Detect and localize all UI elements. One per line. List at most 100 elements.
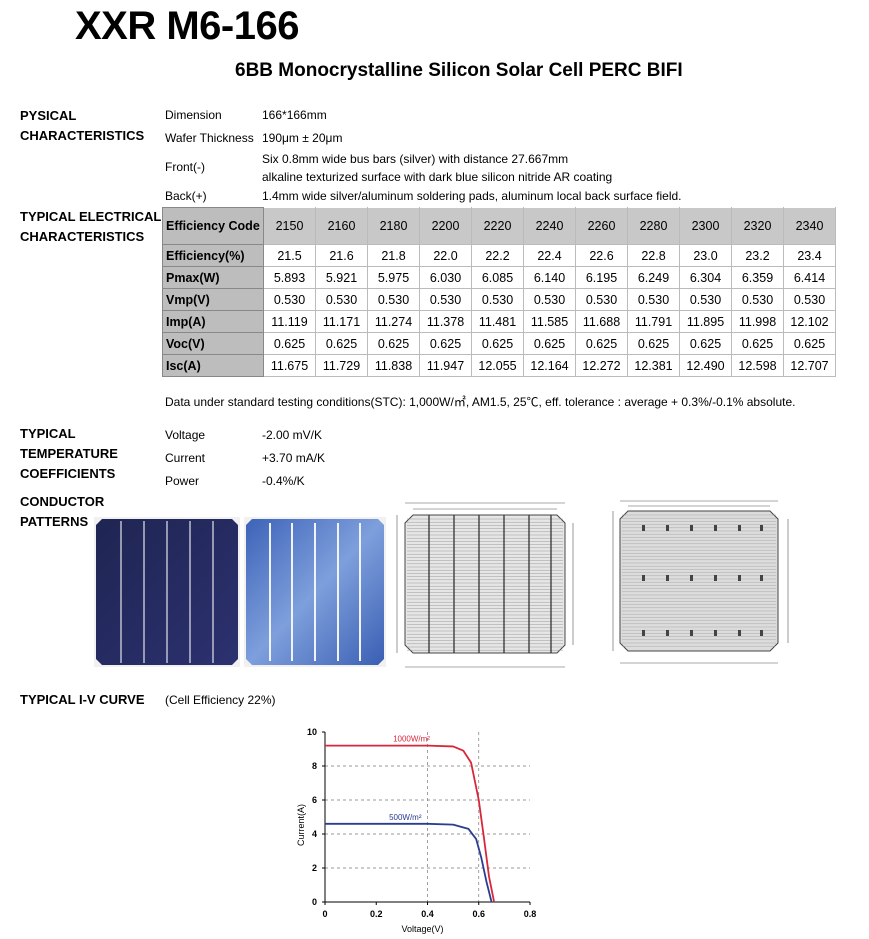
temp-value-voltage: -2.00 mV/K	[262, 428, 323, 442]
table-cell: 12.381	[627, 354, 680, 377]
efficiency-code-cell: 2220	[471, 207, 524, 245]
physical-label-dimension: Dimension	[165, 108, 222, 122]
physical-label-front: Front(-)	[165, 160, 205, 174]
front-pattern-drawing	[393, 495, 581, 675]
temp-label-current: Current	[165, 451, 206, 465]
table-cell: 11.585	[523, 310, 576, 333]
x-tick-label: 0.2	[370, 909, 383, 919]
temperature-section-label: TYPICAL TEMPERATURE COEFFICIENTS	[20, 424, 118, 484]
table-cell: 22.0	[419, 244, 472, 267]
table-cell: 11.481	[471, 310, 524, 333]
table-row-label: Isc(A)	[162, 354, 264, 377]
efficiency-code-cell: 2150	[263, 207, 316, 245]
table-cell: 0.625	[523, 332, 576, 355]
table-cell: 22.2	[471, 244, 524, 267]
physical-label-thickness: Wafer Thickness	[165, 131, 254, 145]
table-cell: 22.6	[575, 244, 628, 267]
y-tick-label: 2	[312, 863, 317, 873]
temp-value-power: -0.4%/K	[262, 474, 305, 488]
table-row-label: Voc(V)	[162, 332, 264, 355]
table-cell: 11.274	[367, 310, 420, 333]
table-cell: 12.055	[471, 354, 524, 377]
table-cell: 11.895	[679, 310, 732, 333]
table-cell: 0.625	[315, 332, 368, 355]
table-cell: 0.625	[419, 332, 472, 355]
stc-note: Data under standard testing conditions(S…	[165, 395, 796, 409]
table-cell: 12.490	[679, 354, 732, 377]
table-row: Isc(A) 11.675 11.729 11.838 11.947 12.055 12.1…	[162, 354, 836, 377]
efficiency-code-cell: 2240	[523, 207, 576, 245]
efficiency-code-cell: 2180	[367, 207, 420, 245]
table-row-label: Efficiency(%)	[162, 244, 264, 267]
table-cell: 0.530	[731, 288, 784, 311]
electrical-section-label: TYPICAL ELECTRICAL CHARACTERISTICS	[20, 207, 161, 247]
table-row: Efficiency(%) 21.5 21.6 21.8 22.0 22.2 22.4 22.…	[162, 244, 836, 267]
efficiency-code-cell: 2340	[783, 207, 836, 245]
iv-series-line	[325, 744, 496, 903]
iv-series-line	[325, 822, 493, 903]
back-cell-photo	[244, 517, 386, 667]
x-tick-label: 0.4	[421, 909, 434, 919]
table-cell: 12.598	[731, 354, 784, 377]
table-row: Imp(A) 11.119 11.171 11.274 11.378 11.481 11.5…	[162, 310, 836, 333]
table-cell: 5.893	[263, 266, 316, 289]
table-row-label: Imp(A)	[162, 310, 264, 333]
table-cell: 0.530	[263, 288, 316, 311]
table-cell: 6.195	[575, 266, 628, 289]
efficiency-code-cell: 2200	[419, 207, 472, 245]
table-cell: 0.625	[263, 332, 316, 355]
physical-value-front: Six 0.8mm wide bus bars (silver) with di…	[262, 152, 569, 166]
table-cell: 22.4	[523, 244, 576, 267]
table-cell: 23.0	[679, 244, 732, 267]
y-tick-label: 4	[312, 829, 317, 839]
table-cell: 0.625	[367, 332, 420, 355]
table-cell: 0.530	[419, 288, 472, 311]
temp-label-power: Power	[165, 474, 200, 488]
table-cell: 0.530	[627, 288, 680, 311]
physical-section-label-line1: PYSICAL	[20, 108, 77, 123]
efficiency-code-cell: 2320	[731, 207, 784, 245]
table-cell: 11.947	[419, 354, 472, 377]
document-title: XXR M6-166	[75, 4, 299, 48]
temp-label-voltage: Voltage	[165, 428, 206, 442]
efficiency-code-cell: 2280	[627, 207, 680, 245]
table-cell: 0.530	[783, 288, 836, 311]
iv-section-label: TYPICAL I-V CURVE	[20, 692, 145, 707]
table-cell: 11.378	[419, 310, 472, 333]
table-cell: 0.530	[575, 288, 628, 311]
physical-value-front-line2: alkaline texturized surface with dark bl…	[262, 170, 613, 184]
table-row-label: Pmax(W)	[162, 266, 264, 289]
table-cell: 6.304	[679, 266, 732, 289]
table-cell: 0.625	[679, 332, 732, 355]
table-cell: 0.530	[679, 288, 732, 311]
table-cell: 11.688	[575, 310, 628, 333]
table-cell: 0.530	[367, 288, 420, 311]
table-cell: 11.791	[627, 310, 680, 333]
table-cell: 23.4	[783, 244, 836, 267]
table-cell: 0.625	[575, 332, 628, 355]
front-cell-photo	[94, 517, 240, 667]
table-cell: 12.272	[575, 354, 628, 377]
table-row: Voc(V) 0.625 0.625 0.625 0.625 0.625 0.625 0.62…	[162, 332, 836, 355]
table-cell: 5.921	[315, 266, 368, 289]
table-cell: 6.359	[731, 266, 784, 289]
iv-caption: (Cell Efficiency 22%)	[165, 693, 276, 707]
table-header-label: Efficiency Code	[162, 207, 264, 245]
table-cell: 11.729	[315, 354, 368, 377]
iv-series-label: 500W/m²	[389, 813, 422, 822]
table-cell: 11.675	[263, 354, 316, 377]
table-cell: 6.085	[471, 266, 524, 289]
physical-value-back: 1.4mm wide silver/aluminum soldering pad…	[262, 189, 682, 203]
temp-value-current: +3.70 mA/K	[262, 451, 326, 465]
table-cell: 0.625	[783, 332, 836, 355]
iv-y-axis-label: Current(A)	[296, 804, 306, 846]
table-cell: 6.030	[419, 266, 472, 289]
temperature-section-label-line2: TEMPERATURE	[20, 446, 118, 461]
conductor-section-label-line1: CONDUCTOR	[20, 494, 105, 509]
conductor-section-label-line2: PATTERNS	[20, 514, 89, 529]
y-tick-label: 6	[312, 795, 317, 805]
physical-value-thickness: 190μm ± 20μm	[262, 131, 343, 145]
table-cell: 22.8	[627, 244, 680, 267]
physical-section-label-line2: CHARACTERISTICS	[20, 128, 145, 143]
table-cell: 21.6	[315, 244, 368, 267]
